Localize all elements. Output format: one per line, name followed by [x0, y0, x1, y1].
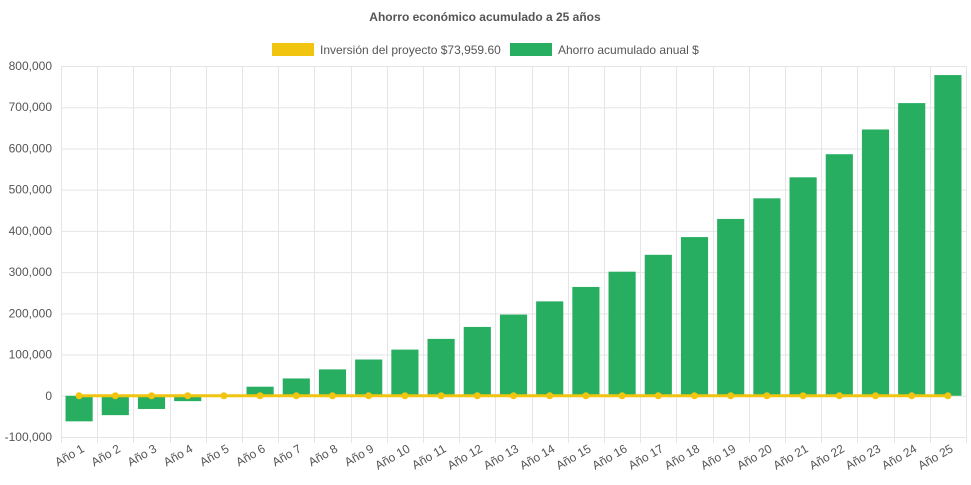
line-point[interactable] — [799, 392, 807, 400]
x-tick-label: Año 5 — [197, 441, 231, 469]
x-tick-label: Año 16 — [590, 441, 630, 472]
line-point[interactable] — [473, 392, 481, 400]
line-point[interactable] — [329, 392, 336, 400]
x-tick-label: Año 22 — [807, 441, 847, 472]
y-tick-label: 600,000 — [9, 141, 53, 155]
bar[interactable] — [753, 198, 781, 396]
line-point[interactable] — [111, 392, 119, 400]
y-tick-label: 800,000 — [9, 59, 53, 73]
x-tick-label: Año 13 — [481, 441, 521, 472]
bar[interactable] — [101, 395, 129, 416]
line-point[interactable] — [835, 392, 843, 400]
line-point[interactable] — [75, 392, 83, 400]
y-tick-label: 700,000 — [9, 100, 53, 114]
legend-swatch-savings[interactable] — [510, 43, 552, 56]
line-point[interactable] — [691, 392, 698, 400]
x-tick-label: Año 20 — [734, 441, 774, 472]
x-tick-label: Año 17 — [626, 441, 666, 472]
bar-series-savings — [65, 75, 962, 422]
y-tick-label: 300,000 — [9, 265, 53, 279]
chart-title: Ahorro económico acumulado a 25 años — [369, 10, 601, 24]
line-point[interactable] — [763, 392, 771, 400]
bar[interactable] — [318, 369, 347, 396]
bar[interactable] — [789, 177, 817, 396]
y-axis: 800,000 700,000 600,000 500,000 400,000 300,0… — [5, 59, 53, 444]
x-tick-label: Año 9 — [342, 441, 376, 469]
y-tick-label: 400,000 — [9, 224, 53, 238]
line-point[interactable] — [872, 392, 879, 400]
x-tick-label: Año 24 — [879, 441, 919, 472]
legend-label-savings[interactable]: Ahorro acumulado anual $ — [558, 43, 699, 57]
x-tick-label: Año 11 — [409, 441, 448, 472]
line-point[interactable] — [727, 392, 735, 400]
x-axis: Año 1 Año 2 Año 3 Año 4 Año 5 Año 6 Año 7 Año 8… — [52, 441, 955, 472]
bar[interactable] — [608, 271, 636, 396]
x-tick-label: Año 25 — [915, 441, 955, 472]
bar[interactable] — [680, 237, 709, 396]
x-tick-label: Año 12 — [445, 441, 485, 472]
x-tick-label: Año 14 — [517, 441, 557, 472]
y-tick-label: 500,000 — [9, 183, 53, 197]
line-series-investment — [75, 392, 952, 400]
y-tick-label: 200,000 — [9, 306, 53, 320]
line-point[interactable] — [437, 392, 445, 400]
y-tick-label: 100,000 — [9, 348, 53, 362]
x-tick-label: Año 15 — [553, 441, 593, 472]
bar[interactable] — [499, 314, 528, 396]
bar[interactable] — [644, 254, 672, 396]
y-tick-label: 0 — [45, 389, 52, 403]
y-tick-label: -100,000 — [5, 430, 53, 444]
bar[interactable] — [861, 129, 890, 396]
bar[interactable] — [572, 286, 600, 396]
bar[interactable] — [463, 326, 491, 396]
x-tick-label: Año 18 — [662, 441, 702, 472]
x-tick-label: Año 4 — [161, 441, 195, 469]
line-point[interactable] — [184, 392, 192, 400]
line-point[interactable] — [148, 392, 155, 400]
grid — [61, 66, 967, 443]
legend-label-investment[interactable]: Inversión del proyecto $73,959.60 — [320, 43, 501, 57]
bar[interactable] — [427, 338, 455, 396]
bar[interactable] — [65, 395, 93, 422]
bar[interactable] — [898, 103, 926, 396]
x-tick-label: Año 8 — [306, 441, 340, 469]
line-point[interactable] — [654, 392, 662, 400]
x-tick-label: Año 1 — [52, 441, 86, 469]
bar[interactable] — [825, 154, 853, 396]
line-point[interactable] — [292, 392, 300, 400]
x-tick-label: Año 7 — [270, 441, 304, 469]
line-point[interactable] — [220, 392, 228, 400]
x-tick-label: Año 10 — [372, 441, 412, 472]
line-point[interactable] — [365, 392, 373, 400]
line-point[interactable] — [401, 392, 409, 400]
bar[interactable] — [717, 218, 745, 396]
line-point[interactable] — [546, 392, 554, 400]
x-tick-label: Año 2 — [89, 441, 123, 469]
x-tick-label: Año 6 — [233, 441, 267, 469]
bar[interactable] — [391, 349, 419, 396]
line-point[interactable] — [618, 392, 626, 400]
bar[interactable] — [246, 386, 274, 396]
line-point[interactable] — [944, 392, 952, 400]
bar[interactable] — [355, 359, 383, 396]
x-tick-label: Año 23 — [843, 441, 883, 472]
legend: Inversión del proyecto $73,959.60 Ahorro… — [272, 43, 699, 57]
line-point[interactable] — [510, 392, 517, 400]
line-point[interactable] — [582, 392, 590, 400]
legend-swatch-investment[interactable] — [272, 43, 314, 56]
x-tick-label: Año 19 — [698, 441, 738, 472]
bar[interactable] — [536, 301, 564, 396]
x-tick-label: Año 3 — [125, 441, 159, 469]
bar[interactable] — [282, 378, 310, 396]
bar[interactable] — [137, 395, 166, 409]
x-tick-label: Año 21 — [771, 441, 811, 472]
bar[interactable] — [934, 75, 962, 396]
line-point[interactable] — [256, 392, 264, 400]
line-point[interactable] — [908, 392, 916, 400]
